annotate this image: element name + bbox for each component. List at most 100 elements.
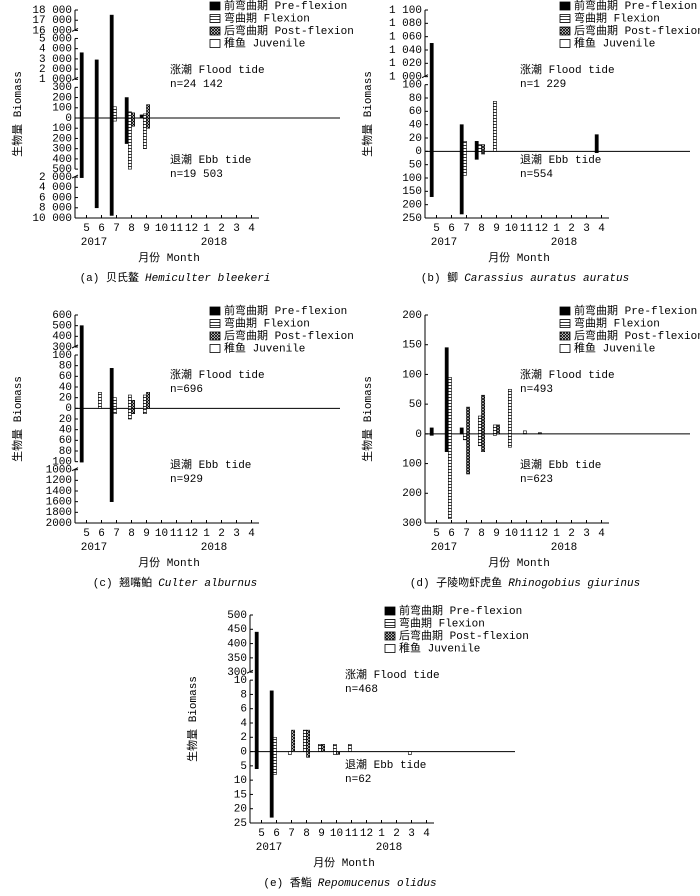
bar [143,117,147,149]
bar [272,751,277,775]
bar [462,141,467,152]
x-tick-label: 8 [128,223,135,235]
y-tick-label: 100 [402,173,422,185]
legend-label: 前弯曲期 Pre-flexion [224,303,347,318]
x-tick-label: 7 [288,828,295,840]
legend-swatch [559,306,571,316]
legend-label: 后弯曲期 Post-flexion [574,328,700,343]
ebb-n: n=623 [520,474,553,486]
y-tick-label: 1 000 [39,74,72,86]
y-tick-label: 500 [52,164,72,176]
y-tick-label: 350 [227,653,247,665]
legend-swatch [559,39,571,48]
x-tick-label: 12 [185,528,198,540]
y-tick-label: 3 000 [39,54,72,66]
bar [113,408,117,414]
caption: (c) 翘嘴鲌 Culter alburnus [93,575,257,590]
y-tick-label: 40 [59,382,72,394]
bar [429,427,434,435]
y-tick-label: 300 [52,342,72,354]
x-tick-label: 6 [448,528,455,540]
legend-swatch [209,26,221,36]
x-tick-label: 9 [143,528,150,540]
y-axis-label: 生物量 Biomass [185,676,200,762]
x-tick-label: 10 [330,828,343,840]
x-tick-label: 12 [535,528,548,540]
bar [269,751,274,818]
legend-swatch [559,1,571,11]
y-tick-label: 2 [240,732,247,744]
bar [109,368,114,409]
legend-swatch [209,331,221,341]
x-tick-label: 8 [478,223,485,235]
bar [146,392,151,409]
y-tick-label: 200 [52,133,72,145]
bar [269,690,274,752]
bar [317,744,322,752]
y-tick-label: 150 [402,340,422,352]
bar [94,59,99,119]
bar [79,52,84,119]
y-tick-label: 1800 [46,507,72,519]
y-tick-label: 4 000 [39,44,72,56]
bar [124,117,129,144]
y-tick-label: 0 [65,113,72,125]
flood-label: 涨潮 Flood tide [345,667,440,682]
legend-swatch [209,1,221,11]
y-tick-label: 400 [52,331,72,343]
ebb-n: n=62 [345,774,371,786]
caption-label: (c) 翘嘴鲌 [93,575,152,590]
bar [139,114,144,119]
year-label: 2018 [201,542,227,554]
x-tick-label: 2 [568,528,575,540]
year-label: 2018 [551,237,577,249]
y-tick-label: 0 [415,146,422,158]
legend-swatch [559,319,571,328]
legend-swatch [209,344,221,353]
x-tick-label: 10 [155,528,168,540]
y-tick-label: 0 [65,403,72,415]
x-tick-label: 4 [598,223,605,235]
y-tick-label: 1000 [46,465,72,477]
y-tick-label: 0 [415,429,422,441]
x-tick-label: 3 [583,528,590,540]
legend-swatch [209,319,221,328]
y-tick-label: 1 060 [389,32,422,44]
caption-label: (a) 贝氏鳌 [80,270,139,285]
bar [537,432,542,435]
bar [466,433,471,475]
y-tick-label: 50 [409,399,422,411]
bar [113,106,117,119]
ebb-label: 退潮 Ebb tide [520,457,601,472]
x-tick-label: 10 [505,528,518,540]
legend-swatch [209,39,221,48]
y-tick-label: 60 [59,371,72,383]
y-tick-label: 100 [52,350,72,362]
y-axis-label: 生物量 Biomass [360,71,375,157]
x-tick-label: 3 [583,223,590,235]
y-tick-label: 20 [409,133,422,145]
y-tick-label: 150 [402,186,422,198]
ebb-label: 退潮 Ebb tide [520,152,601,167]
y-tick-label: 1 000 [389,72,422,84]
bar [143,408,147,414]
x-tick-label: 5 [83,223,90,235]
x-tick-label: 2 [218,223,225,235]
bar [79,408,84,463]
legend-label: 弯曲期 Flexion [399,615,485,630]
bar [429,151,434,197]
y-tick-label: 100 [402,458,422,470]
ebb-label: 退潮 Ebb tide [170,457,251,472]
y-tick-label: 500 [227,610,247,622]
bar [109,117,114,216]
bar [507,433,512,448]
legend-swatch [559,344,571,353]
bar [109,408,114,502]
bar [481,394,486,435]
bar [143,113,147,119]
x-axis-label: 月份 Month [488,251,550,265]
ebb-n: n=929 [170,474,203,486]
